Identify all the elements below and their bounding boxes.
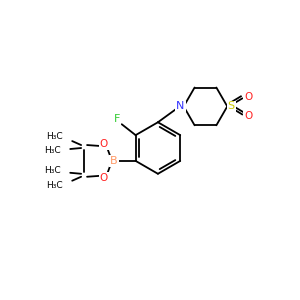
Text: F: F bbox=[114, 114, 120, 124]
Text: H₃C: H₃C bbox=[46, 181, 62, 190]
Text: B: B bbox=[110, 156, 118, 166]
Text: N: N bbox=[176, 101, 184, 111]
Text: O: O bbox=[244, 92, 252, 101]
Text: H₃C: H₃C bbox=[44, 166, 60, 175]
Text: O: O bbox=[100, 173, 108, 183]
Text: O: O bbox=[244, 111, 252, 121]
Text: H₃C: H₃C bbox=[44, 146, 60, 155]
Text: H₃C: H₃C bbox=[46, 132, 62, 141]
Text: N: N bbox=[176, 101, 185, 111]
Text: S: S bbox=[228, 101, 235, 111]
Text: O: O bbox=[100, 139, 108, 149]
